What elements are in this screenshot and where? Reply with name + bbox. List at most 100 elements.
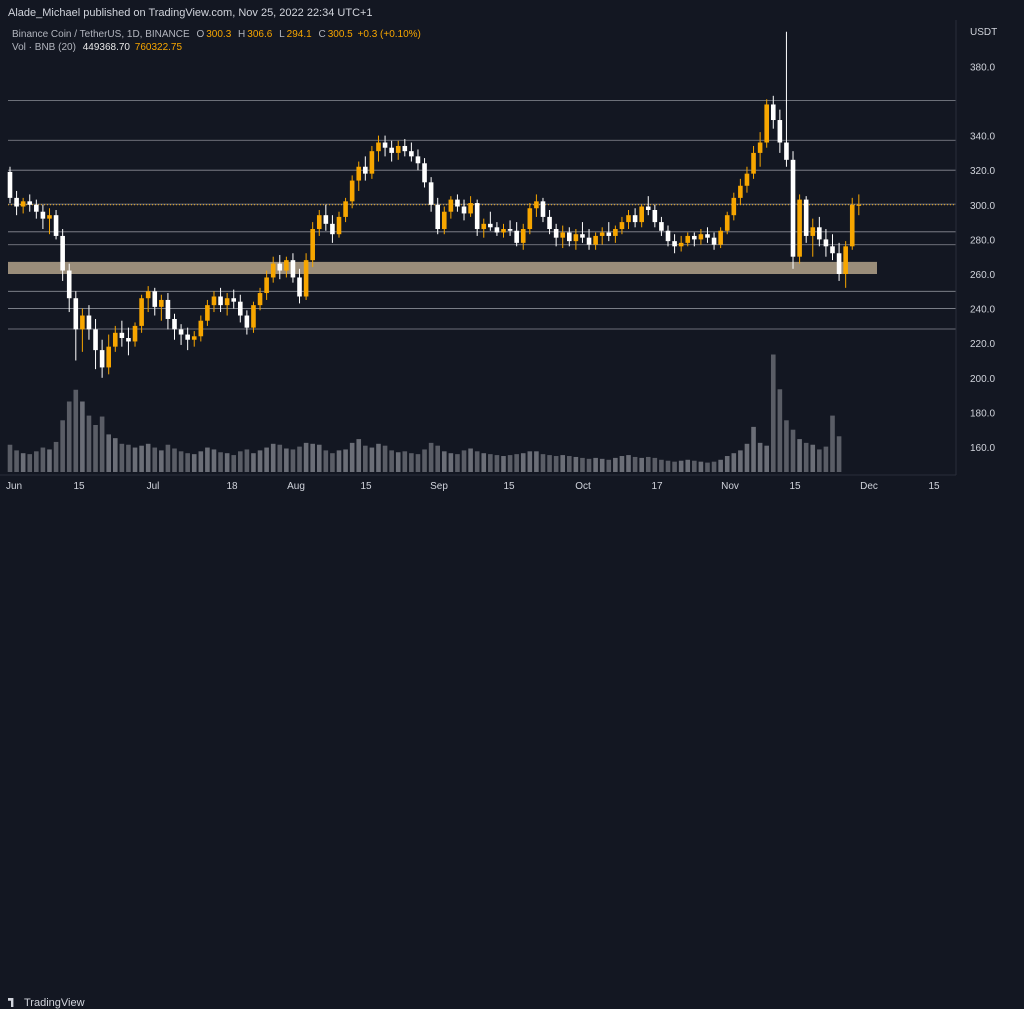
candle-body xyxy=(810,227,816,236)
volume-label[interactable]: Vol · BNB (20) xyxy=(12,42,76,53)
volume-bars xyxy=(7,354,842,472)
candle-body xyxy=(224,298,230,306)
candle-body xyxy=(145,291,151,299)
price-tick-label: 340.0 xyxy=(970,132,995,143)
candle-body xyxy=(724,215,730,231)
volume-bar xyxy=(626,455,631,472)
candle-body xyxy=(139,298,144,326)
volume-bar xyxy=(823,446,829,472)
volume-bar xyxy=(547,455,552,472)
candle-body xyxy=(284,260,289,271)
volume-bar xyxy=(757,442,763,472)
time-tick-label: Jul xyxy=(147,481,160,492)
volume-bar xyxy=(159,450,164,472)
low-key: L xyxy=(279,29,285,40)
volume-bar xyxy=(481,453,487,472)
candle-body xyxy=(376,142,381,152)
candle-body xyxy=(218,296,223,306)
time-axis: Jun 15 Jul 18 Aug 15 Sep 15 Oct 17 Nov 15 Dec 15 xyxy=(0,474,956,492)
candle-body xyxy=(560,232,566,238)
volume-bar xyxy=(606,459,612,472)
price-tick-label: 160.0 xyxy=(970,443,995,454)
volume-bar xyxy=(770,354,776,472)
volume-bar xyxy=(112,438,118,472)
candle-body xyxy=(93,329,98,351)
volume-bar xyxy=(705,462,710,472)
candle-body xyxy=(415,156,421,164)
symbol-legend: Binance Coin / TetherUS, 1D, BINANCE O 30… xyxy=(12,29,421,40)
candle-body xyxy=(409,151,414,157)
candle-body xyxy=(165,299,171,319)
candle-body xyxy=(428,182,434,205)
volume-bar xyxy=(238,451,243,472)
candle-body xyxy=(507,229,513,231)
candle-body xyxy=(606,232,612,236)
candle-body xyxy=(119,332,125,339)
volume-bar xyxy=(593,457,598,472)
candle-body xyxy=(60,235,65,271)
symbol-name[interactable]: Binance Coin / TetherUS, 1D, BINANCE xyxy=(12,29,190,40)
volume-bar xyxy=(290,449,296,472)
candle-body xyxy=(764,104,769,143)
volume-bar xyxy=(323,450,329,472)
close-value: 300.5 xyxy=(327,29,353,40)
volume-bar xyxy=(264,447,269,472)
volume-bar xyxy=(277,444,283,472)
candle-body xyxy=(777,120,783,143)
time-tick-label: 15 xyxy=(73,481,85,492)
volume-bar xyxy=(784,420,789,472)
volume-bar xyxy=(297,446,302,472)
candle-body xyxy=(817,227,822,240)
volume-bar xyxy=(803,442,809,472)
candle-body xyxy=(665,230,671,242)
candle-body xyxy=(843,246,848,274)
volume-bar xyxy=(20,453,26,472)
volume-bar xyxy=(777,389,783,472)
candle-body xyxy=(382,142,388,148)
volume-bar xyxy=(488,454,493,472)
volume-bar xyxy=(711,461,717,472)
time-tick-label: 15 xyxy=(360,481,372,492)
candle-body xyxy=(395,145,401,153)
candle-body xyxy=(47,215,52,219)
candle-body xyxy=(310,229,315,261)
published-byline: Alade_Michael published on TradingView.c… xyxy=(8,7,373,19)
candle-body xyxy=(211,296,217,306)
volume-bar xyxy=(619,456,625,472)
volume-bar xyxy=(494,455,500,472)
volume-bar xyxy=(218,452,223,472)
volume-bar xyxy=(751,426,756,472)
candle-body xyxy=(66,270,72,299)
candle-body xyxy=(599,232,605,236)
volume-bar xyxy=(40,447,46,472)
volume-bar xyxy=(257,450,263,472)
candle-body xyxy=(264,277,269,294)
candle-body xyxy=(363,166,368,174)
volume-bar xyxy=(613,457,618,472)
candle-body xyxy=(303,260,309,297)
volume-bar xyxy=(527,451,533,472)
price-chart[interactable]: 360.2337.3320.0300.4284.4276.9250.0240.1… xyxy=(0,0,1024,494)
candle-body xyxy=(567,232,572,242)
candle-body xyxy=(580,234,585,238)
volume-bar xyxy=(119,443,125,472)
volume-bar xyxy=(363,445,368,472)
volume-bar xyxy=(284,448,289,472)
candle-body xyxy=(856,204,862,206)
candle-body xyxy=(849,204,855,247)
candle-body xyxy=(422,163,427,183)
low-value: 294.1 xyxy=(286,29,312,40)
candle-body xyxy=(132,325,138,342)
volume-bar xyxy=(586,458,592,472)
tradingview-logo[interactable]: TradingView xyxy=(8,997,85,1009)
candle-body xyxy=(474,203,480,230)
volume-bar xyxy=(764,445,769,472)
candle-body xyxy=(672,241,677,247)
time-tick-label: Aug xyxy=(287,481,305,492)
price-tick-label: 320.0 xyxy=(970,166,995,177)
candle-body xyxy=(112,332,118,347)
candle-body xyxy=(488,223,493,228)
candle-body xyxy=(343,201,348,217)
volume-bar xyxy=(86,415,92,472)
volume-bar xyxy=(599,458,605,472)
